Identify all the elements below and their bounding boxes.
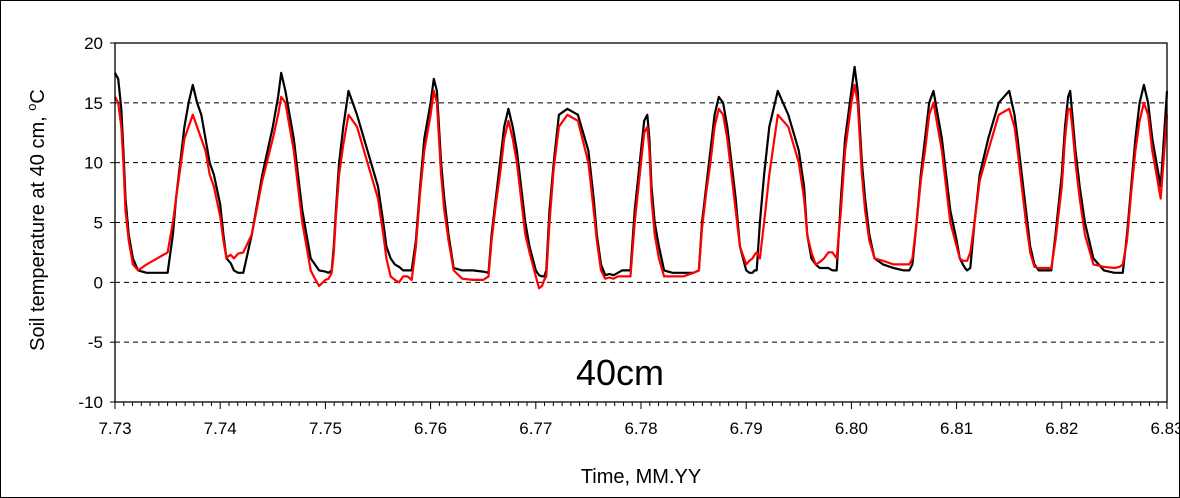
y-tick-label-3: 5 bbox=[94, 214, 103, 233]
x-tick-label-0: 7.73 bbox=[98, 419, 131, 438]
annotation-40cm: 40cm bbox=[576, 352, 664, 393]
x-tick-label-2: 7.75 bbox=[309, 419, 342, 438]
series-line-0 bbox=[114, 65, 1169, 278]
x-tick-label-7: 6.80 bbox=[835, 419, 868, 438]
x-tick-label-10: 6.83 bbox=[1150, 419, 1180, 438]
y-axis-title-main: Soil temperature at 40 cm, bbox=[27, 111, 49, 351]
grid-layer bbox=[115, 102, 1167, 343]
x-tick-label-3: 6.76 bbox=[414, 419, 447, 438]
y-tick-label-6: 20 bbox=[84, 34, 103, 53]
x-tick-label-6: 6.79 bbox=[730, 419, 763, 438]
y-tick-label-2: 0 bbox=[94, 273, 103, 292]
x-tick-label-4: 6.77 bbox=[519, 419, 552, 438]
x-tick-label-1: 7.74 bbox=[204, 419, 237, 438]
y-axis-title-degree: o bbox=[24, 104, 39, 111]
series-layer bbox=[114, 65, 1169, 290]
y-axis-title: Soil temperature at 40 cm, oC bbox=[24, 89, 49, 351]
x-tick-labels: 7.73 7.74 7.75 6.76 6.77 6.78 6.79 6.80 6.81 6.82… bbox=[98, 419, 1180, 438]
y-tick-labels: -10 -5 0 5 10 15 20 bbox=[78, 34, 103, 412]
series-line-1 bbox=[114, 83, 1169, 290]
x-axis-title: Time, MM.YY bbox=[581, 466, 701, 488]
x-tick-label-8: 6.81 bbox=[940, 419, 973, 438]
y-tick-label-4: 10 bbox=[84, 154, 103, 173]
y-axis-title-unit: C bbox=[27, 89, 49, 103]
tick-layer bbox=[110, 42, 1168, 409]
y-tick-label-5: 15 bbox=[84, 94, 103, 113]
y-tick-label-0: -10 bbox=[78, 393, 103, 412]
y-tick-label-1: -5 bbox=[88, 333, 103, 352]
x-tick-label-5: 6.78 bbox=[624, 419, 657, 438]
x-tick-label-9: 6.82 bbox=[1045, 419, 1078, 438]
